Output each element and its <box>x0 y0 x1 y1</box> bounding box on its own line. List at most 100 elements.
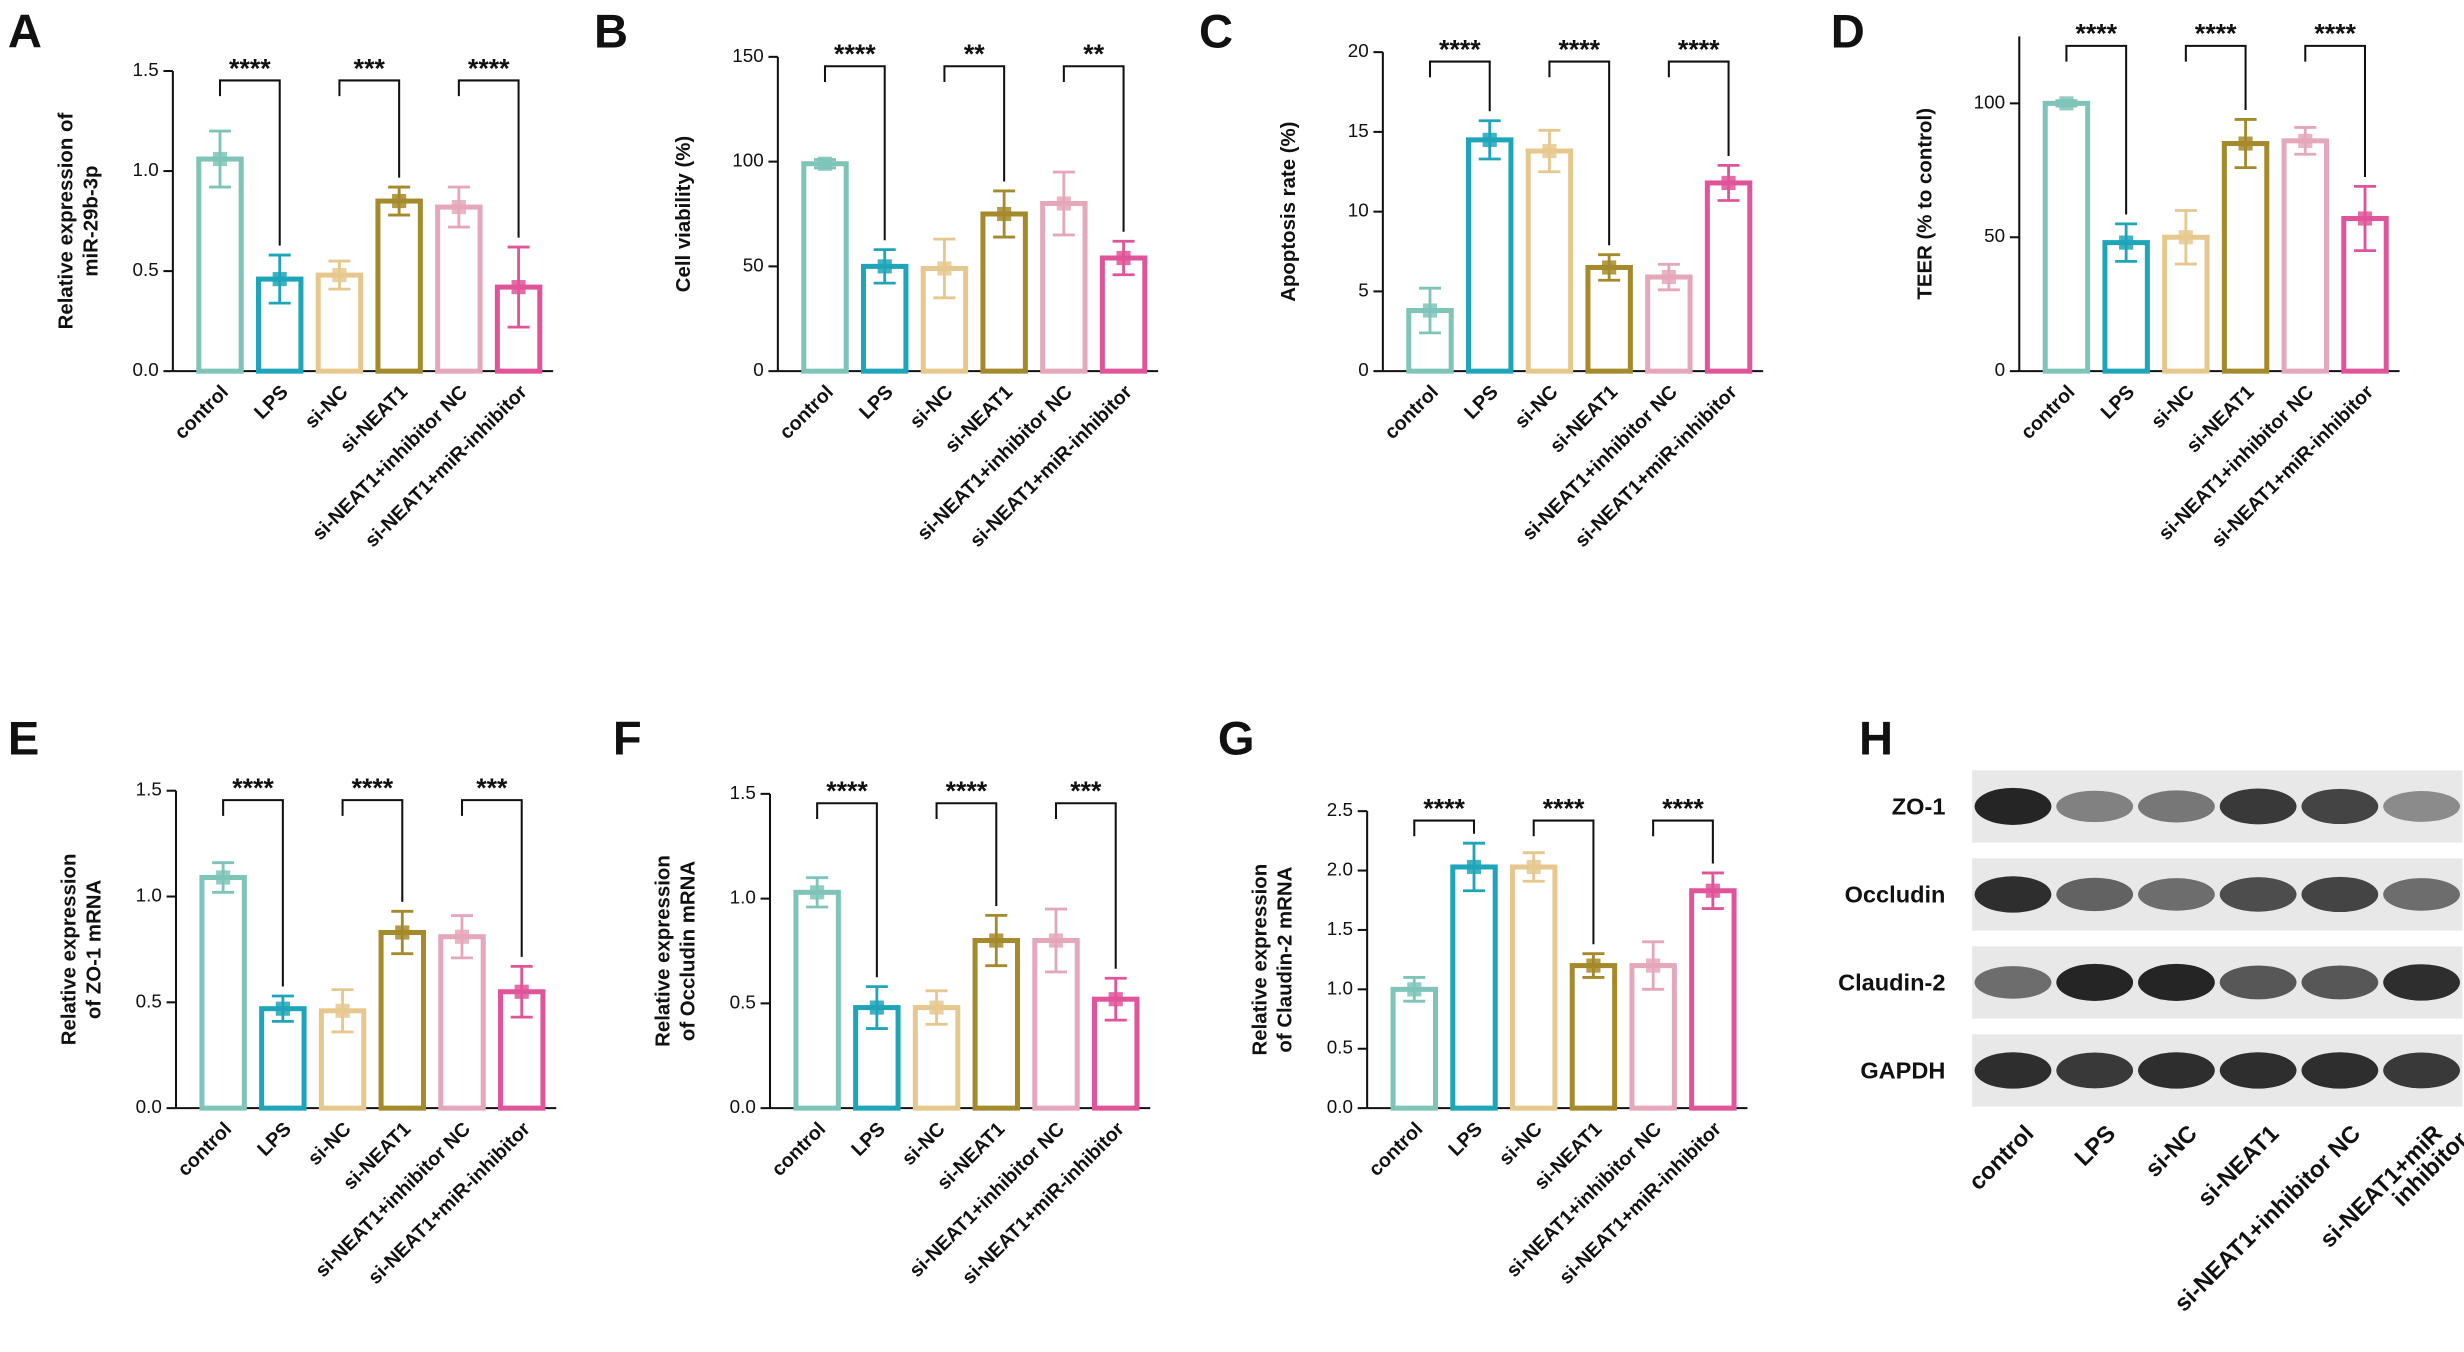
significance-label: **** <box>1543 793 1585 823</box>
x-tick-label: LPS <box>250 381 293 424</box>
y-tick-label: 100 <box>732 150 763 171</box>
significance-label: **** <box>352 773 394 803</box>
x-tick-label: LPS <box>847 1118 890 1161</box>
blot-band <box>1974 966 2052 999</box>
dot <box>332 268 347 283</box>
dot <box>275 1001 290 1016</box>
dot <box>454 929 470 944</box>
bar <box>1450 864 1498 1111</box>
dot <box>2059 96 2074 111</box>
significance-bracket <box>2184 44 2247 111</box>
blot-row-label: Occludin <box>1845 881 1946 907</box>
bar <box>972 938 1021 1111</box>
y-tick-label: 10 <box>1348 200 1369 221</box>
significance-bracket <box>1667 60 1730 156</box>
y-tick-label: 50 <box>743 254 764 275</box>
significance-bracket <box>823 65 886 241</box>
blot-lane-label: si-NC <box>2140 1120 2202 1182</box>
x-tick-label: control <box>170 381 233 444</box>
significance-bracket <box>935 802 998 906</box>
y-tick-label: 2.5 <box>1327 799 1353 820</box>
significance-bracket <box>816 802 878 978</box>
significance-label: **** <box>232 773 274 803</box>
significance-label: *** <box>1070 776 1102 806</box>
significance-label: **** <box>1439 34 1481 64</box>
y-axis-label: Relative expression <box>58 854 80 1046</box>
dot <box>395 925 410 940</box>
significance-bracket <box>1548 60 1611 246</box>
dot <box>1661 269 1676 285</box>
blot-band <box>2219 1052 2297 1089</box>
panel-letter: D <box>1831 4 1865 57</box>
x-tick-label: si-NC <box>301 381 353 433</box>
significance-label: **** <box>826 776 868 806</box>
y-axis-label: Cell viability (%) <box>673 136 695 293</box>
dot <box>2357 211 2373 226</box>
bar <box>2042 100 2091 374</box>
y-tick-label: 0.0 <box>136 1096 162 1117</box>
y-tick-label: 5 <box>1358 279 1368 300</box>
y-tick-label: 0.0 <box>1327 1096 1353 1117</box>
bar <box>980 211 1028 374</box>
x-tick-label: control <box>174 1118 237 1181</box>
significance-label: **** <box>834 39 876 69</box>
dot <box>997 206 1012 222</box>
dot <box>1048 933 1064 948</box>
blot-band <box>2138 878 2215 911</box>
y-tick-label: 1.5 <box>133 59 159 80</box>
blot-band <box>2056 790 2134 823</box>
significance-bracket <box>1428 60 1491 112</box>
dot <box>1705 883 1720 898</box>
y-tick-label: 15 <box>1348 120 1369 141</box>
y-tick-label: 1.5 <box>730 782 756 803</box>
significance-bracket <box>460 799 523 957</box>
blot-row-label: ZO-1 <box>1892 793 1946 819</box>
x-tick-label: control <box>1365 1118 1428 1181</box>
dot <box>989 933 1004 948</box>
dot <box>1526 859 1541 875</box>
y-axis-label: TEER (% to control) <box>1914 108 1936 300</box>
blot-lane-label: control <box>1964 1120 2039 1195</box>
dot <box>1116 250 1131 266</box>
significance-label: **** <box>468 53 510 83</box>
y-tick-label: 0.5 <box>1327 1037 1353 1058</box>
blot-band <box>2383 964 2460 1001</box>
bar <box>199 874 247 1111</box>
y-tick-label: 0.0 <box>133 359 159 380</box>
bar <box>1585 264 1633 374</box>
significance-bracket <box>2065 44 2128 215</box>
bar <box>196 156 244 374</box>
dot <box>1466 859 1482 875</box>
dot <box>929 1000 944 1015</box>
bar <box>438 934 486 1111</box>
significance-label: **** <box>1423 793 1465 823</box>
x-tick-label: LPS <box>2097 381 2140 424</box>
significance-bracket <box>1054 802 1117 969</box>
blot-band <box>2219 788 2297 825</box>
x-tick-label: LPS <box>855 381 898 424</box>
significance-bracket <box>1532 819 1595 945</box>
blot-band <box>2056 1052 2134 1089</box>
bar <box>1689 888 1737 1111</box>
y-tick-label: 0.5 <box>730 991 756 1012</box>
dot <box>810 885 825 900</box>
blot-band <box>1974 876 2052 913</box>
bar <box>1569 963 1618 1111</box>
dot <box>1721 175 1736 191</box>
x-tick-label: si-NC <box>898 1118 950 1170</box>
dot <box>2178 230 2193 245</box>
bar <box>2221 141 2270 374</box>
dot <box>1056 196 1071 211</box>
dot <box>1646 958 1661 973</box>
significance-label: *** <box>354 53 386 83</box>
y-tick-label: 0 <box>1995 359 2005 380</box>
significance-bracket <box>1062 65 1125 232</box>
blot-band <box>2301 1052 2379 1089</box>
dot <box>2238 136 2253 151</box>
significance-label: ** <box>964 39 985 69</box>
blot-band <box>2383 878 2460 911</box>
dot <box>1586 958 1601 973</box>
blot-band <box>2138 790 2215 823</box>
y-tick-label: 1.0 <box>133 159 159 180</box>
significance-bracket <box>2304 44 2367 177</box>
